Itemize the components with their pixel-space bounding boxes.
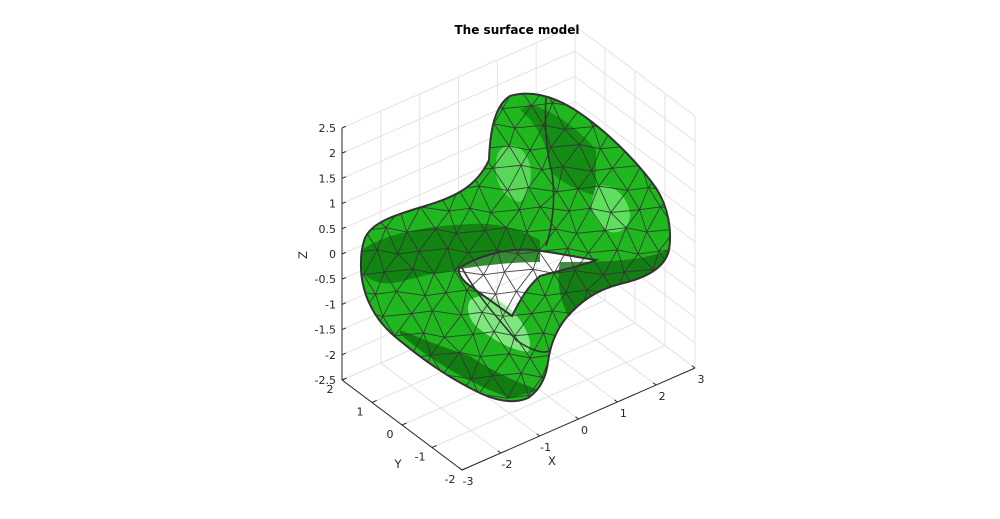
surface-outline [359,92,672,403]
z-axis-label: Z [296,251,310,259]
y-tick-label: -2 [445,473,456,486]
z-tick [341,251,347,255]
axes: -3 -2 -1 0 1 2 3 -2 -1 0 1 2 2.5 2 1.5 1 0.5 0 -0.5 -1 -1.5 -… [315,122,705,488]
z-tick [341,277,347,280]
y-tick [431,445,437,448]
y-tick-label: -1 [415,451,426,464]
x-tick-label: 1 [620,407,627,420]
z-tick-label: 1 [329,198,336,211]
fold-edge [461,267,551,353]
x-tick-label: -3 [463,475,474,488]
z-tick-label: -2.5 [315,374,336,387]
x-tick [614,399,618,403]
z-tick [341,201,347,205]
z-tick-label: 1.5 [319,172,337,185]
highlight-region [591,185,630,233]
x-tick-label: -2 [501,458,512,471]
x-axis-label: X [548,454,556,468]
y-tick-label: 2 [327,383,334,396]
grid-line [431,345,666,448]
x-tick [497,450,502,454]
x-tick-label: -1 [540,441,551,454]
y-tick [371,400,377,403]
x-tick-label: 2 [659,390,666,403]
fold-edge [544,95,555,247]
y-axis-label: Y [393,457,402,471]
highlight-region [495,145,531,202]
z-tick [341,327,347,331]
grid-line [341,50,576,154]
y-tick [461,467,467,471]
x-tick-label: 3 [698,373,705,386]
z-tick [341,176,347,179]
z-tick [341,151,347,154]
z-tick-label: 0.5 [319,223,337,236]
y-tick-label: 0 [387,428,394,441]
z-tick-label: 2 [329,147,336,160]
z-tick [341,226,347,230]
y-tick [401,422,407,426]
x-tick [536,433,540,437]
z-tick-label: 2.5 [319,122,337,135]
z-tick [341,125,347,129]
z-tick-label: -2 [325,349,336,362]
grid-line [574,50,696,142]
shade-dark-region [362,223,540,284]
z-tick [341,377,347,381]
grid-line [574,101,696,193]
z-tick-label: -1 [325,298,336,311]
z-tick [341,302,347,305]
x-tick [652,382,657,386]
y-tick-label: 1 [357,406,364,419]
z-tick-label: -1.5 [315,324,336,337]
z-tick-label: -0.5 [315,273,336,286]
shade-dark-region [400,330,540,398]
chart-title: The surface model [455,23,580,37]
x-tick [575,416,579,420]
grid-line [574,25,696,117]
x-tick-label: 0 [581,424,588,437]
grid-line [341,25,576,129]
x-tick [458,467,463,471]
z-tick [341,352,347,356]
x-tick [691,365,696,369]
shade-dark-region [520,104,596,196]
surface-model [359,92,672,403]
z-tick-label: 0 [329,248,336,261]
grid-line [574,76,696,167]
